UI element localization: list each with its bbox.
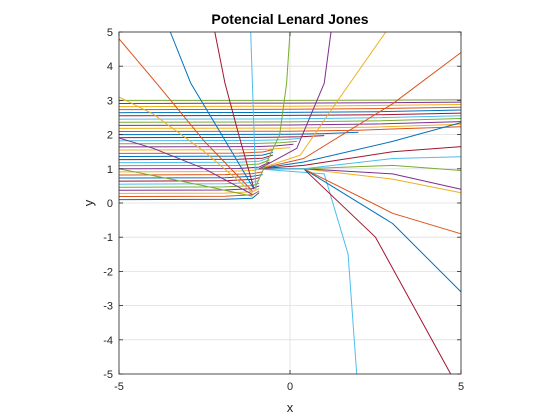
- x-tick-label: -5: [114, 381, 124, 393]
- series-line-34: [255, 168, 358, 375]
- series-line-11: [118, 161, 270, 170]
- series-line-33: [119, 99, 462, 101]
- series-line-9: [118, 171, 263, 176]
- series-line-12: [118, 159, 270, 167]
- series-line-17: [118, 147, 291, 151]
- chart-title: Potencial Lenard Jones: [211, 11, 368, 27]
- series-line-50: [169, 31, 255, 190]
- series-line-44: [259, 52, 462, 170]
- y-tick-label: 1: [107, 164, 113, 176]
- series-line-42: [259, 146, 462, 170]
- series-line-46: [258, 31, 332, 170]
- series-line-26: [118, 118, 462, 123]
- series-line-19: [118, 140, 297, 145]
- series-line-47: [255, 31, 291, 187]
- series-line-45: [259, 31, 387, 170]
- series-line-1: [118, 192, 260, 201]
- tick-labels: -5 0 5 -5 -4 -3 -2 -1 0 1 2 3 4 5: [103, 27, 464, 393]
- series-line-48: [250, 31, 257, 190]
- series-line-41: [259, 156, 462, 170]
- series-group: [118, 31, 462, 375]
- y-tick-label: 0: [107, 198, 113, 210]
- series-line-3: [118, 188, 260, 194]
- y-tick-label: 3: [107, 95, 113, 107]
- series-line-18: [118, 143, 294, 148]
- series-line-28: [118, 112, 462, 117]
- y-tick-label: -2: [103, 266, 113, 278]
- ticks: [118, 31, 462, 375]
- series-line-22: [118, 131, 359, 136]
- series-line-23: [118, 126, 462, 132]
- y-tick-label: 4: [107, 61, 113, 73]
- series-line-2: [118, 190, 260, 197]
- series-line-51: [118, 38, 253, 192]
- series-line-53: [118, 137, 253, 195]
- y-tick-label: -5: [103, 369, 113, 381]
- series-line-43: [259, 122, 462, 170]
- series-line-29: [118, 109, 462, 114]
- series-line-30: [118, 106, 462, 111]
- series-line-32: [118, 101, 462, 104]
- y-tick-label: 2: [107, 130, 113, 142]
- series-line-52: [118, 96, 253, 194]
- series-line-15: [118, 151, 274, 157]
- x-tick-label: 5: [458, 381, 464, 393]
- y-axis-label: y: [81, 199, 96, 206]
- series-line-21: [118, 135, 325, 139]
- y-tick-label: -1: [103, 232, 113, 244]
- y-tick-label: -3: [103, 301, 113, 313]
- y-tick-label: -4: [103, 335, 113, 347]
- series-line-14: [118, 154, 274, 161]
- x-tick-label: 0: [287, 381, 293, 393]
- y-tick-label: 5: [107, 27, 113, 39]
- series-line-10: [118, 168, 263, 173]
- series-line-16: [118, 149, 274, 154]
- x-axis-label: x: [287, 400, 294, 415]
- series-line-25: [118, 121, 462, 126]
- series-line-54: [118, 168, 253, 197]
- series-line-27: [118, 115, 462, 120]
- series-line-24: [118, 123, 462, 129]
- series-line-20: [118, 137, 301, 142]
- series-line-49: [214, 31, 255, 190]
- series-line-13: [118, 157, 270, 164]
